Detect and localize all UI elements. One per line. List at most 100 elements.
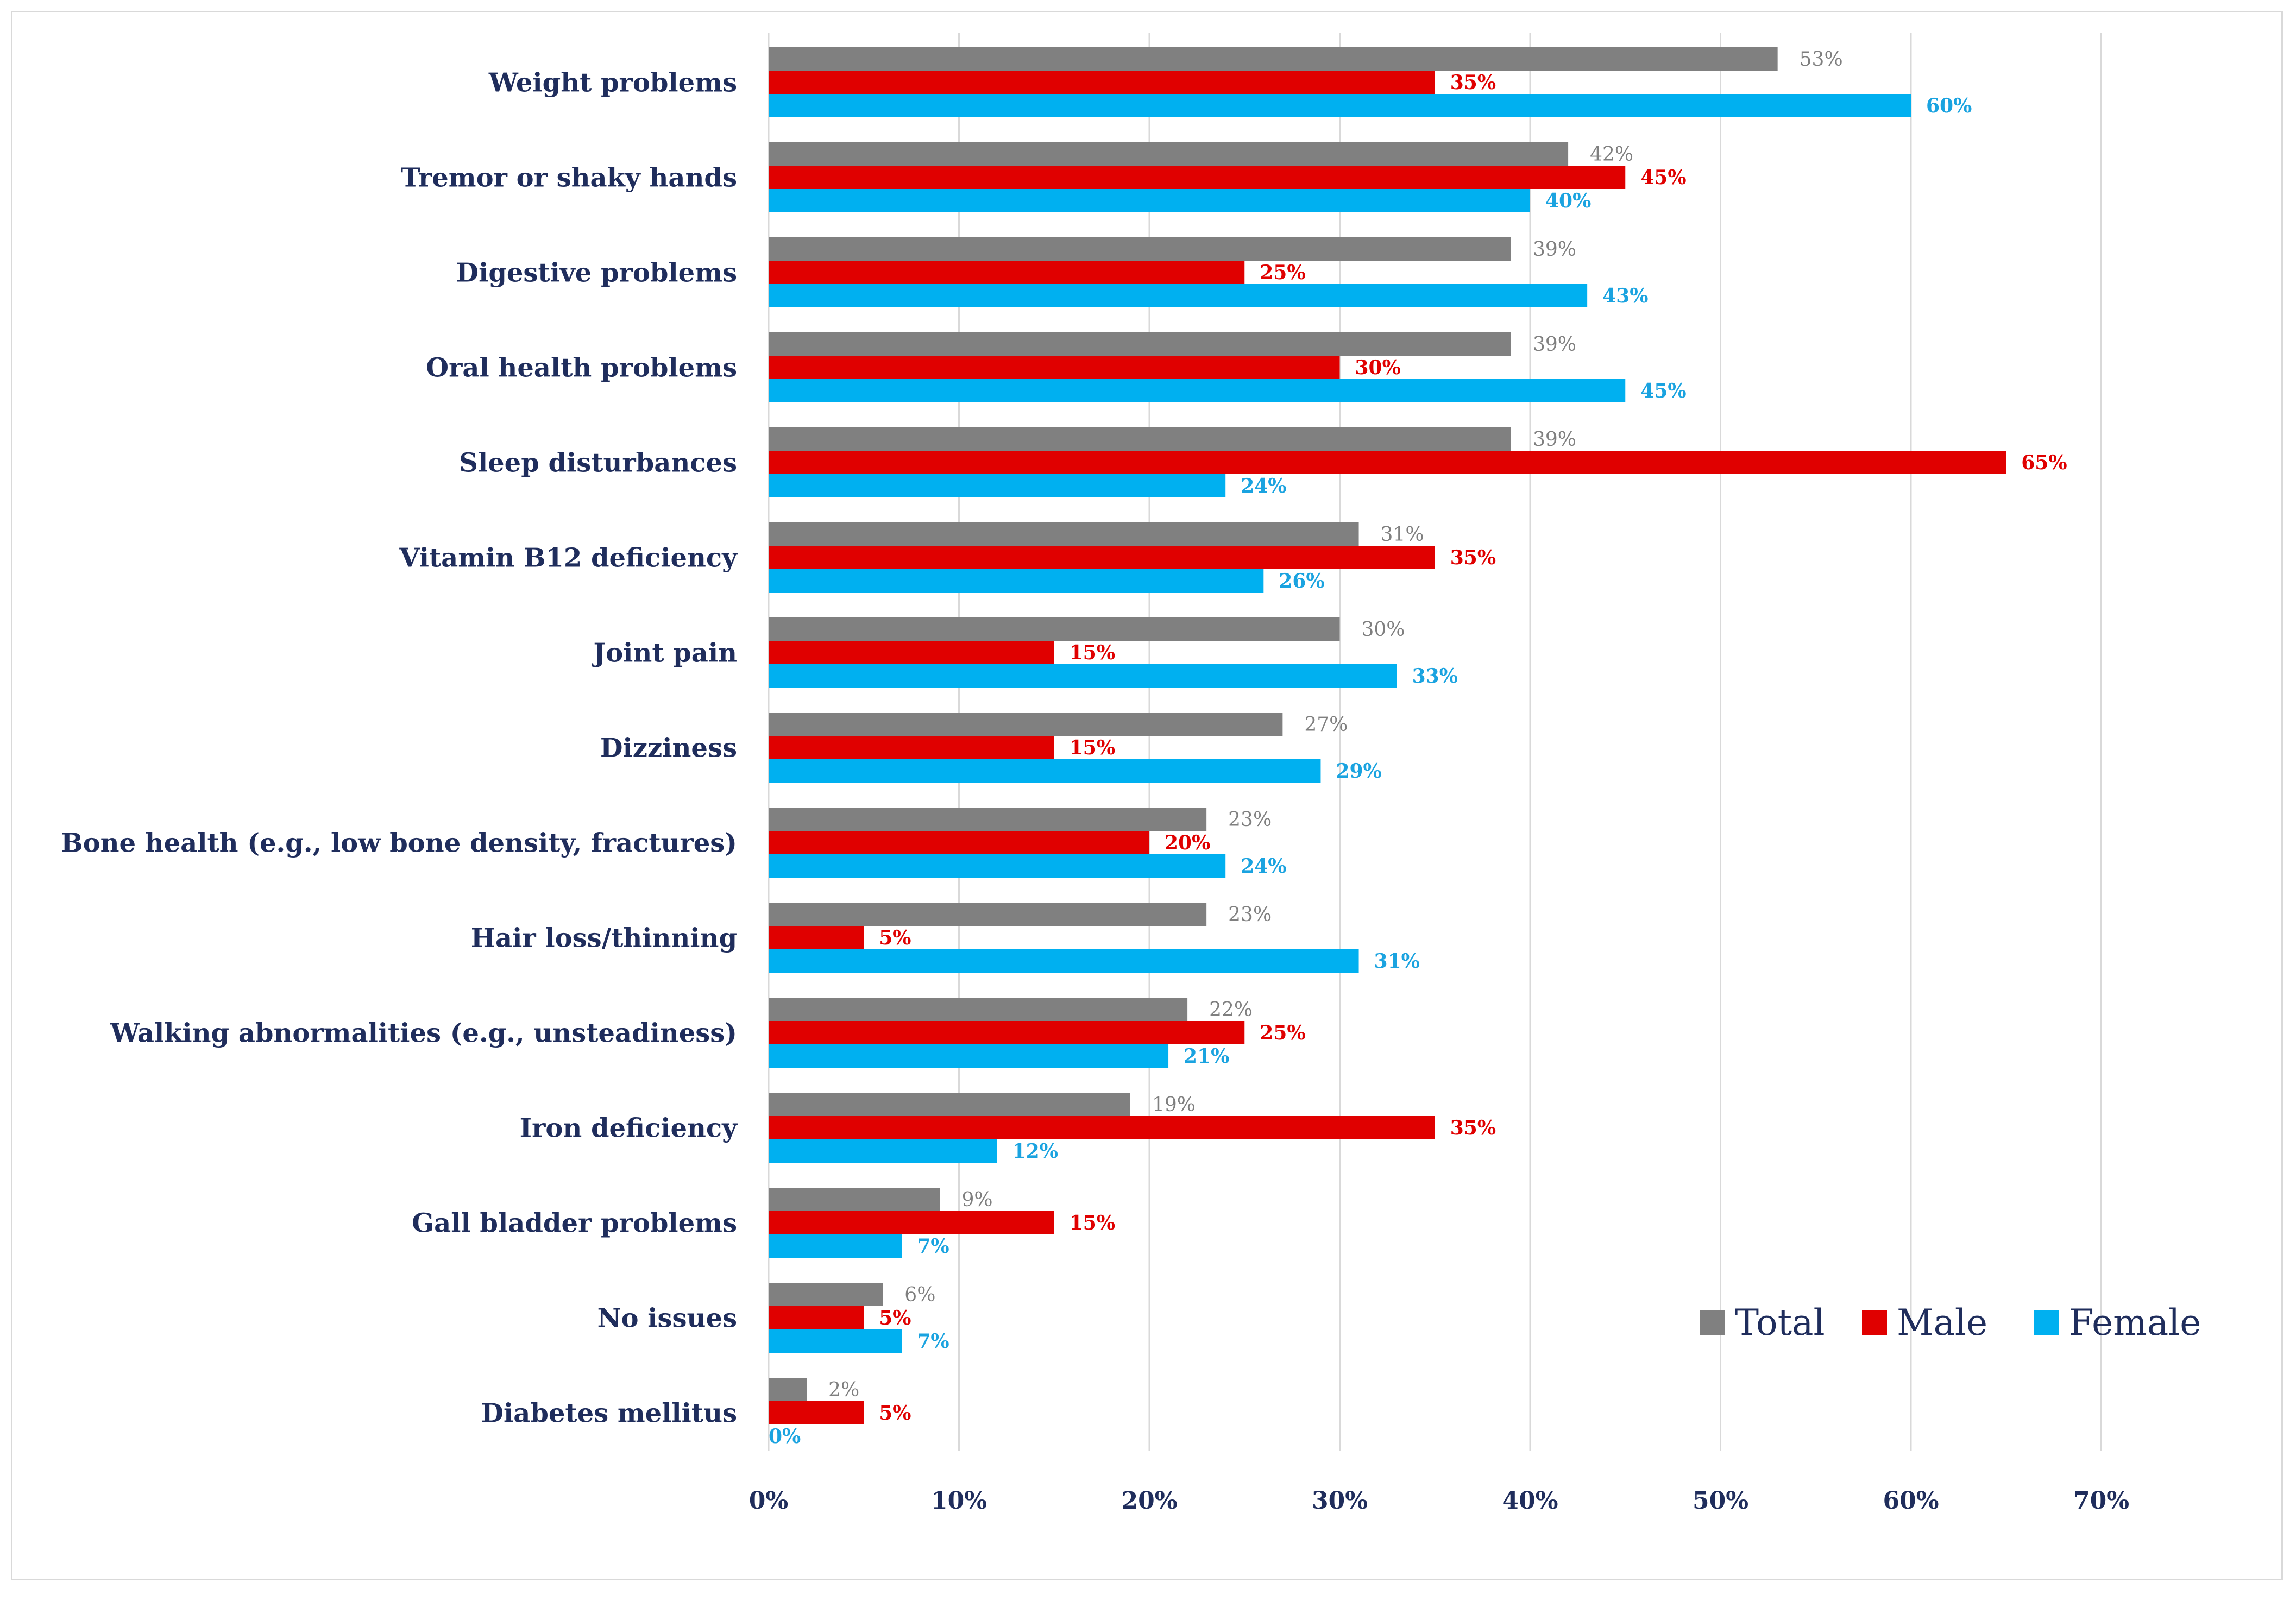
data-label-male: 35%	[1450, 71, 1496, 94]
bar-male	[769, 736, 1054, 759]
labels: 0% 10% 20% 30% 40% 50% 60% 70% Weight problems 53…	[61, 48, 2129, 1515]
data-label-female: 60%	[1926, 94, 1972, 117]
x-tick-label: 10%	[931, 1487, 987, 1515]
data-label-female: 40%	[1545, 190, 1591, 212]
data-label-total: 42%	[1590, 143, 1633, 166]
data-label-male: 35%	[1450, 546, 1496, 569]
bar-female	[769, 189, 1530, 212]
data-label-female: 31%	[1374, 950, 1420, 973]
data-label-female: 43%	[1602, 285, 1648, 307]
bar-total	[769, 47, 1778, 71]
bar-total	[769, 237, 1511, 261]
bar-total	[769, 1093, 1130, 1116]
bar-female	[769, 474, 1226, 497]
bar-male	[769, 546, 1435, 569]
data-label-total: 30%	[1362, 619, 1405, 641]
data-label-female: 45%	[1640, 380, 1686, 402]
chart-frame	[11, 11, 2283, 1580]
bar-male	[769, 831, 1149, 854]
bar-total	[769, 332, 1511, 356]
category-label: Oral health problems	[426, 353, 737, 383]
category-label: Sleep disturbances	[459, 448, 737, 478]
x-tick-label: 30%	[1312, 1487, 1368, 1515]
bar-total	[769, 1378, 807, 1401]
x-tick-label: 40%	[1502, 1487, 1558, 1515]
bar-female	[769, 1044, 1169, 1068]
data-label-total: 22%	[1209, 999, 1253, 1021]
category-label: Vitamin B12 deficiency	[399, 543, 738, 573]
bar-male	[769, 1401, 864, 1424]
category-label: Iron deficiency	[520, 1113, 738, 1144]
legend-swatch-total	[1700, 1310, 1725, 1335]
bar-female	[769, 1139, 997, 1163]
x-tick-label: 20%	[1121, 1487, 1177, 1515]
data-label-male: 5%	[879, 926, 911, 949]
bar-male	[769, 1021, 1245, 1044]
bar-total	[769, 522, 1359, 546]
category-label: Diabetes mellitus	[481, 1398, 737, 1429]
data-label-male: 65%	[2021, 451, 2067, 474]
bar-male	[769, 926, 864, 949]
bar-female	[769, 1329, 902, 1353]
category-label: Dizziness	[600, 733, 737, 764]
bar-male	[769, 261, 1245, 284]
bar-total	[769, 427, 1511, 451]
bar-female	[769, 949, 1359, 973]
data-label-total: 27%	[1304, 714, 1348, 736]
x-tick-label: 70%	[2073, 1487, 2129, 1515]
category-label: Tremor or shaky hands	[401, 163, 737, 193]
bars	[769, 47, 2006, 1424]
data-label-male: 15%	[1070, 736, 1115, 759]
bar-female	[769, 1234, 902, 1258]
data-label-total: 53%	[1800, 48, 1843, 71]
bar-male	[769, 1306, 864, 1329]
category-label: No issues	[597, 1303, 737, 1334]
legend-label-female: Female	[2069, 1302, 2201, 1344]
data-label-male: 45%	[1640, 166, 1686, 189]
data-label-total: 23%	[1228, 809, 1272, 831]
bar-total	[769, 713, 1283, 736]
data-label-total: 6%	[904, 1284, 935, 1306]
category-label: Digestive problems	[456, 258, 737, 288]
category-label: Walking abnormalities (e.g., unsteadines…	[110, 1018, 737, 1049]
data-label-total: 19%	[1152, 1094, 1196, 1116]
bar-female	[769, 94, 1911, 117]
legend-swatch-female	[2034, 1310, 2059, 1335]
data-label-female: 7%	[917, 1235, 949, 1258]
data-label-total: 2%	[828, 1379, 859, 1401]
legend-label-total: Total	[1735, 1302, 1825, 1344]
category-label: Gall bladder problems	[412, 1208, 737, 1239]
bar-total	[769, 1283, 883, 1306]
x-tick-label: 60%	[1883, 1487, 1939, 1515]
bar-female	[769, 759, 1321, 783]
data-label-total: 39%	[1533, 428, 1576, 451]
category-label: Joint pain	[591, 638, 737, 669]
bar-male	[769, 356, 1340, 379]
data-label-male: 25%	[1260, 1022, 1305, 1044]
legend-swatch-male	[1862, 1310, 1887, 1335]
category-label: Weight problems	[488, 68, 737, 98]
bar-female	[769, 664, 1397, 688]
data-label-male: 15%	[1070, 641, 1115, 664]
data-label-female: 7%	[917, 1330, 949, 1353]
legend-label-male: Male	[1897, 1302, 1987, 1344]
x-tick-label: 50%	[1693, 1487, 1748, 1515]
bar-male	[769, 71, 1435, 94]
data-label-male: 30%	[1355, 356, 1401, 379]
bar-total	[769, 808, 1207, 831]
data-label-total: 9%	[961, 1189, 992, 1211]
bar-female	[769, 569, 1264, 593]
bar-total	[769, 998, 1188, 1021]
bar-total	[769, 617, 1340, 641]
data-label-female: 24%	[1241, 855, 1286, 878]
data-label-male: 20%	[1165, 831, 1210, 854]
bar-female	[769, 854, 1226, 878]
bar-male	[769, 451, 2006, 474]
category-label: Bone health (e.g., low bone density, fra…	[61, 828, 737, 859]
bar-male	[769, 641, 1054, 664]
data-label-female: 33%	[1412, 665, 1458, 688]
data-label-total: 39%	[1533, 333, 1576, 356]
data-label-female: 24%	[1241, 475, 1286, 497]
data-label-female: 0%	[769, 1425, 801, 1448]
